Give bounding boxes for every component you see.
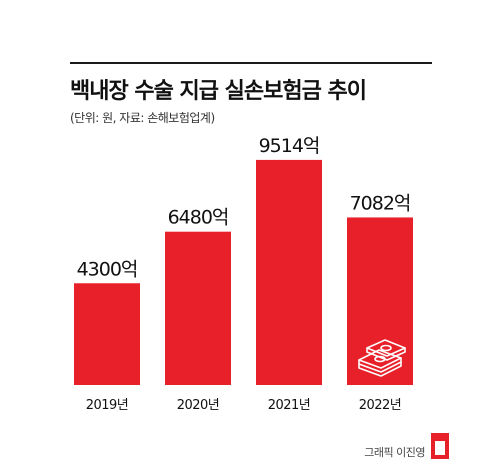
chart-subtitle: (단위: 원, 자료: 손해보험업계): [70, 111, 215, 125]
value-label: 7082억: [350, 192, 411, 214]
category-label: 2022년: [359, 398, 402, 413]
category-label: 2020년: [177, 398, 220, 413]
graphic-credit: 그래픽 이진영: [364, 446, 425, 459]
bar-2021년: [256, 159, 322, 385]
money-stack-icon: [358, 339, 406, 377]
bar-2022년: [347, 217, 413, 385]
category-label: 2019년: [86, 398, 129, 413]
category-label: 2021년: [268, 398, 311, 413]
title-rule: [70, 62, 432, 64]
publisher-logo-icon: [431, 433, 449, 459]
value-label: 4300억: [77, 258, 138, 280]
value-label: 6480억: [168, 207, 229, 229]
bar-2019년: [74, 283, 140, 385]
chart-title: 백내장 수술 지급 실손보험금 추이: [70, 79, 367, 104]
value-label: 9514억: [259, 135, 320, 157]
bar-2020년: [165, 231, 231, 385]
